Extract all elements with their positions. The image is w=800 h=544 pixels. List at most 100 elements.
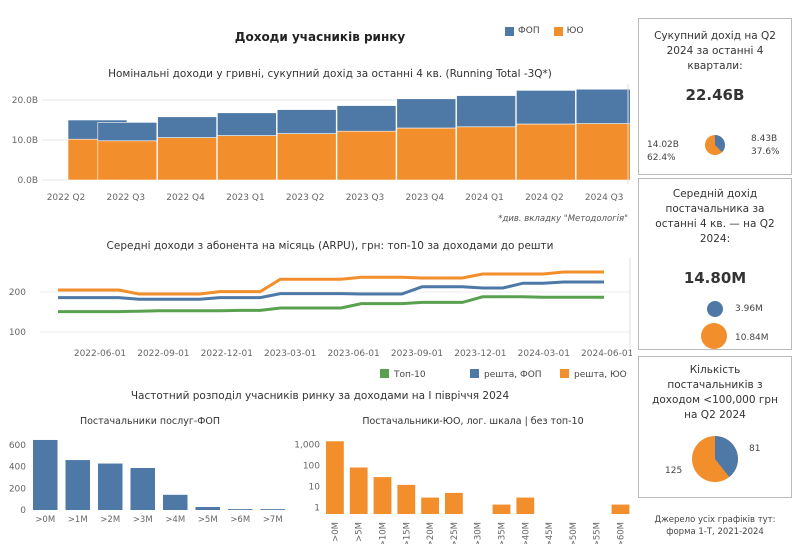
chart3a-bar — [98, 464, 123, 510]
chart3b-bar — [421, 498, 439, 514]
chart3b-ytick-label: 10 — [309, 483, 321, 493]
kpi2-small-dot — [707, 301, 723, 317]
chart3b-ytick-label: 100 — [303, 461, 320, 471]
chart2-xtick-label: 2023-09-01 — [391, 349, 443, 359]
chart2-xtick-label: 2023-06-01 — [327, 349, 379, 359]
chart3a-bar — [66, 460, 91, 510]
chart1-xtick-label: 2022 Q3 — [107, 193, 146, 203]
chart1-xtick-label: 2022 Q2 — [47, 193, 86, 203]
chart3b-xtick-label: >25M — [450, 522, 460, 544]
chart3b-bar — [326, 441, 344, 514]
kpi1-left-pct: 62.4% — [647, 152, 676, 164]
chart2-xtick-label: 2024-06-01 — [581, 349, 632, 359]
kpi2-value: 14.80M — [639, 269, 791, 287]
chart1-bar-fop — [516, 90, 575, 124]
chart3a-title: Постачальники послуг-ФОП — [30, 416, 270, 427]
chart2-legend-swatch — [470, 369, 479, 378]
chart3b-bar — [493, 505, 511, 514]
chart2-xtick-label: 2022-06-01 — [74, 349, 126, 359]
chart3b-xtick-label: >60M — [617, 522, 627, 544]
chart3a-xtick-label: >0M — [35, 515, 55, 525]
chart3a-bar — [196, 507, 221, 510]
chart3a-ytick-label: 600 — [9, 441, 26, 451]
kpi2-large-dot — [701, 323, 727, 349]
kpi2-small-circle — [703, 297, 727, 321]
chart3b-xtick-label: >35M — [498, 522, 508, 544]
kpi-total-revenue: Сукупний дохід на Q2 2024 за останні 4 к… — [638, 18, 792, 175]
kpi3-uo-count: 125 — [665, 465, 682, 477]
uo-histogram-log: 1 10 100 1,000 >0M >5M >10M >15M >20M >25M >30M >35… — [290, 430, 635, 544]
chart3a-bar — [228, 509, 253, 510]
chart2-xtick-label: 2024-03-01 — [518, 349, 570, 359]
chart2-xtick-label: 2023-03-01 — [264, 349, 316, 359]
chart3a-xtick-label: >7M — [263, 515, 283, 525]
chart2-legend-label: решта, ФОП — [484, 370, 542, 380]
chart3b-ytick-label: 1,000 — [294, 440, 320, 450]
fop-histogram: 0200400600>0M >1M >2M >3M >4M >5M >6M >7M — [0, 430, 290, 544]
chart3b-xtick-label: >50M — [569, 522, 579, 544]
chart3b-bar — [374, 477, 392, 514]
kpi-avg-revenue: Середній дохід постачальника за останні … — [638, 178, 792, 350]
chart3b-bar — [445, 493, 463, 514]
legend-item-uo[interactable]: ЮО — [554, 26, 584, 36]
chart1-ytick-label: 10.0B — [12, 136, 38, 146]
kpi-small-providers: Кількість постачальників з доходом <100,… — [638, 356, 792, 498]
chart2-xtick-label: 2022-12-01 — [201, 349, 253, 359]
chart2-legend-label: Топ-10 — [393, 370, 426, 380]
chart1-xtick-label: 2024 Q1 — [465, 193, 504, 203]
chart3b-title: Постачальники-ЮО, лог. шкала | без топ-1… — [318, 416, 628, 427]
chart1-bar-uo — [217, 136, 276, 180]
legend-swatch-fop — [505, 27, 514, 36]
chart3b-xtick-label: >55M — [593, 522, 603, 544]
chart1-xtick-label: 2023 Q4 — [406, 193, 445, 203]
kpi3-title: Кількість постачальників з доходом <100,… — [639, 363, 791, 423]
chart3a-ytick-label: 200 — [9, 484, 26, 494]
chart3a-xtick-label: >6M — [230, 515, 250, 525]
chart3b-xtick-label: >40M — [521, 522, 531, 544]
kpi1-right-pct: 37.6% — [751, 146, 780, 158]
kpi1-pie — [703, 133, 727, 157]
chart1-title: Номінальні доходи у гривні, сукупний дох… — [60, 68, 600, 80]
chart3a-bar — [131, 468, 156, 510]
revenue-stacked-chart: 0.0B 10.0B 20.0B 2022 Q2 2022 Q3 2022 Q4 2023 … — [0, 84, 630, 206]
chart3a-bar — [33, 440, 58, 510]
chart3a-bar — [261, 509, 286, 510]
legend-label-fop: ФОП — [518, 26, 540, 36]
chart2-legend-swatch — [380, 369, 389, 378]
kpi1-right-value: 8.43B — [751, 133, 777, 145]
chart1-xtick-label: 2022 Q4 — [166, 193, 205, 203]
chart2-xtick-label: 2023-12-01 — [454, 349, 506, 359]
kpi3-fop-count: 81 — [749, 443, 760, 455]
chart1-bar-uo — [98, 141, 157, 180]
kpi1-title: Сукупний дохід на Q2 2024 за останні 4 к… — [639, 29, 791, 74]
chart2-ytick-label: 200 — [9, 288, 26, 298]
arpu-line-chart: 1002002022-06-01 2022-09-01 2022-12-01 2023… — [0, 258, 632, 388]
chart3b-xtick-label: >15M — [402, 522, 412, 544]
kpi2-title: Середній дохід постачальника за останні … — [639, 187, 791, 247]
chart1-xtick-label: 2024 Q2 — [525, 193, 564, 203]
chart1-bar-uo — [277, 134, 336, 180]
chart1-note: *див. вкладку "Методологія" — [470, 214, 628, 224]
chart3a-xtick-label: >2M — [100, 515, 120, 525]
chart1-bar-uo — [158, 138, 217, 180]
chart3b-xtick-label: >0M — [331, 522, 341, 542]
chart1-bar-fop — [457, 96, 516, 127]
kpi3-pie — [689, 433, 741, 485]
kpi2-small-value: 3.96M — [735, 303, 763, 315]
chart1-bar-uo — [516, 124, 575, 180]
chart3b-xtick-label: >30M — [474, 522, 484, 544]
chart3b-xtick-label: >45M — [545, 522, 555, 544]
kpi2-large-circle — [699, 321, 729, 351]
chart1-bar-fop — [337, 106, 396, 132]
chart1-xtick-label: 2023 Q3 — [346, 193, 385, 203]
chart3b-xtick-label: >20M — [426, 522, 436, 544]
chart1-bar-fop — [98, 122, 157, 140]
chart3-title: Частотний розподіл учасників ринку за до… — [40, 390, 600, 402]
chart2-legend-swatch — [560, 369, 569, 378]
chart1-ytick-label: 0.0B — [18, 176, 39, 186]
chart2-xtick-label: 2022-09-01 — [137, 349, 189, 359]
chart1-bar-fop — [576, 89, 630, 123]
chart1-xtick-label: 2023 Q2 — [286, 193, 325, 203]
chart3b-bar — [612, 505, 630, 514]
legend-item-fop[interactable]: ФОП — [505, 26, 540, 36]
